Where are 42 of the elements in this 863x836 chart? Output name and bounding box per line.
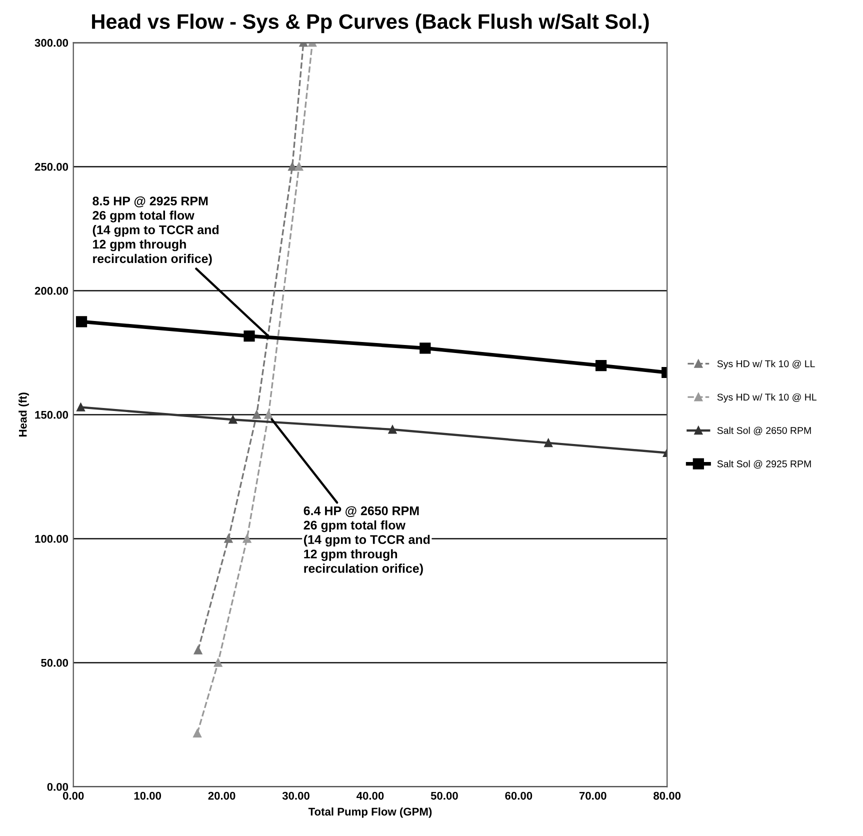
point bbox=[224, 534, 233, 543]
point bbox=[388, 425, 397, 434]
y-tick-label: 300.00 bbox=[34, 38, 68, 47]
point bbox=[252, 410, 261, 419]
point bbox=[76, 316, 88, 328]
x-tick-label: 10.00 bbox=[134, 792, 162, 800]
y-tick-label: 100.00 bbox=[35, 534, 68, 543]
point bbox=[214, 658, 222, 667]
point bbox=[288, 162, 296, 171]
point bbox=[228, 415, 238, 424]
y-tick-label: 250.00 bbox=[34, 162, 68, 171]
x-tick-label: 30.00 bbox=[282, 792, 310, 800]
point bbox=[420, 342, 431, 354]
x-tick-label: 40.00 bbox=[356, 792, 384, 800]
y-tick-label: 0.00 bbox=[47, 782, 68, 791]
x-tick-label: 60.00 bbox=[505, 792, 532, 800]
point bbox=[244, 330, 255, 342]
legend-label: Sys HD w/ Tk 10 @ HL bbox=[717, 393, 816, 403]
x-tick-label: 20.00 bbox=[208, 792, 236, 800]
annotation: 8.5 HP @ 2925 RPM 26 gpm total flow (14 gpm to TCCR and 12 gpm through recirculation orifice) bbox=[92, 196, 219, 266]
x-axis-title: Total Pump Flow (GPM) bbox=[308, 807, 432, 818]
annotation: 6.4 HP @ 2650 RPM 26 gpm total flow (14 gpm to TCCR and 12 gpm through recirculation orifice) bbox=[304, 506, 430, 576]
x-tick-label: 80.00 bbox=[654, 792, 681, 800]
point bbox=[595, 360, 607, 372]
x-tick-label: 70.00 bbox=[579, 792, 606, 800]
legend-label: Salt Sol @ 2925 RPM bbox=[717, 460, 811, 469]
point bbox=[194, 646, 202, 654]
point bbox=[544, 438, 553, 448]
point bbox=[294, 162, 304, 171]
point bbox=[264, 410, 273, 419]
y-axis-title: Head (ft) bbox=[18, 392, 29, 436]
point bbox=[193, 729, 202, 738]
point bbox=[76, 403, 85, 412]
legend-label: Salt Sol @ 2650 RPM bbox=[717, 426, 811, 436]
x-tick-label: 0.00 bbox=[62, 792, 84, 800]
x-tick-label: 50.00 bbox=[430, 792, 458, 800]
y-tick-label: 200.00 bbox=[34, 286, 68, 295]
y-tick-label: 50.00 bbox=[41, 658, 68, 667]
y-tick-label: 150.00 bbox=[35, 410, 68, 419]
chart-title: Head vs Flow - Sys & Pp Curves (Back Flush w/Salt Sol.) bbox=[92, 14, 649, 34]
legend-label: Sys HD w/ Tk 10 @ LL bbox=[717, 360, 815, 370]
point bbox=[242, 534, 252, 543]
